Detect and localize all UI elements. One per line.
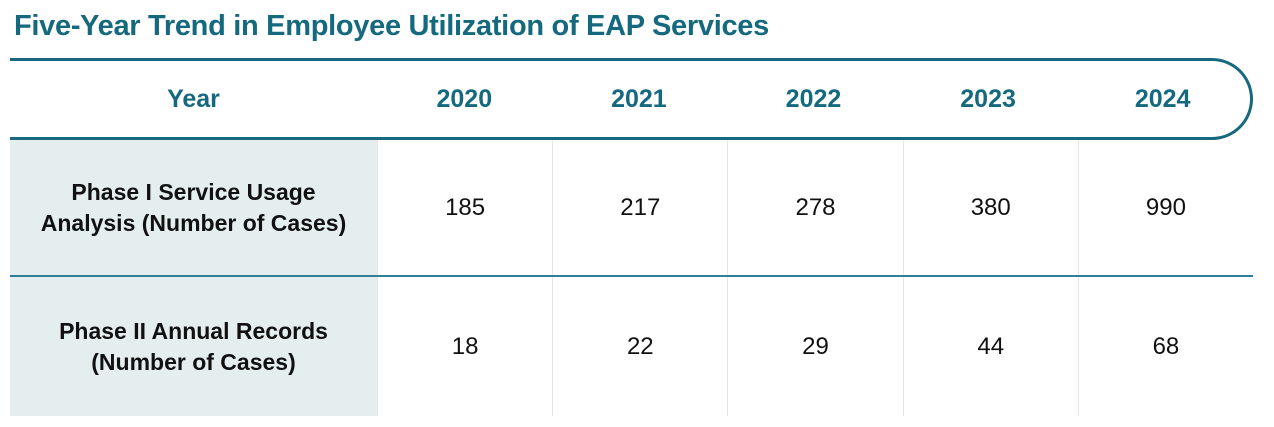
column-header-2021: 2021 — [611, 84, 667, 113]
cell-phase2-2020: 18 — [377, 277, 552, 416]
table-row-phase-2: Phase II Annual Records (Number of Cases… — [10, 275, 1253, 416]
cell-phase1-2023: 380 — [902, 140, 1078, 275]
eap-utilization-table: Year 2020 2021 2022 2023 2024 Phase I Se… — [10, 58, 1253, 416]
column-header-year: Year — [167, 84, 220, 113]
cell-phase2-2024: 68 — [1077, 277, 1253, 416]
column-header-2024: 2024 — [1134, 84, 1191, 113]
cell-phase1-2024: 990 — [1077, 140, 1253, 275]
row-label-line-2: (Number of Cases) — [91, 348, 296, 375]
cell-phase2-2023: 44 — [902, 277, 1078, 416]
row-label-phase-2: Phase II Annual Records (Number of Cases… — [10, 277, 377, 416]
cell-phase1-2020: 185 — [377, 140, 552, 275]
row-label-line-2: Analysis (Number of Cases) — [40, 209, 347, 236]
table-header-row: Year 2020 2021 2022 2023 2024 — [10, 58, 1253, 140]
row-label-line-1: Phase II Annual Records — [59, 317, 328, 344]
cell-phase1-2021: 217 — [552, 140, 727, 275]
row-label-line-1: Phase I Service Usage — [71, 178, 316, 205]
cell-phase2-2022: 29 — [727, 277, 902, 416]
table-row-phase-1: Phase I Service Usage Analysis (Number o… — [10, 140, 1253, 275]
cell-phase1-2022: 278 — [727, 140, 902, 275]
cell-phase2-2021: 22 — [552, 277, 727, 416]
column-header-2022: 2022 — [785, 84, 842, 113]
row-label-phase-1: Phase I Service Usage Analysis (Number o… — [10, 140, 377, 275]
page-title: Five-Year Trend in Employee Utilization … — [14, 10, 769, 42]
column-header-2023: 2023 — [960, 84, 1016, 113]
column-header-2020: 2020 — [436, 84, 493, 113]
